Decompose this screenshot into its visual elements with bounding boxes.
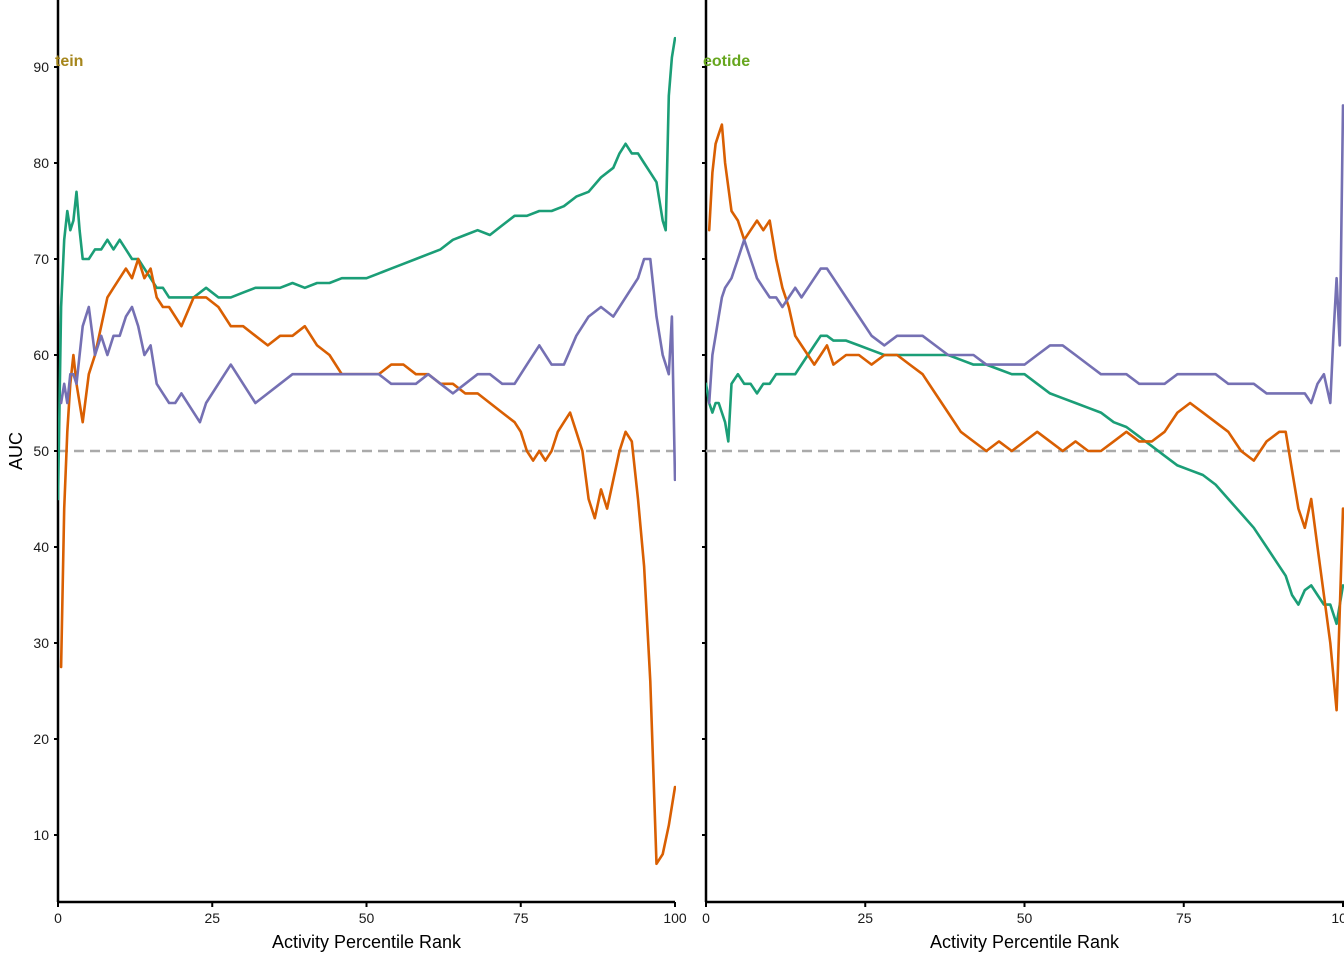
y-tick-label: 90 <box>33 59 49 75</box>
x-tick-label: 25 <box>204 910 220 926</box>
series-line-1 <box>706 334 1344 626</box>
y-tick-label: 60 <box>33 347 49 363</box>
y-tick-label: 50 <box>33 443 49 459</box>
x-tick-label: 75 <box>1176 910 1192 926</box>
series-group <box>706 104 1344 712</box>
x-tick-label: 50 <box>359 910 375 926</box>
x-tick-label: 50 <box>1017 910 1033 926</box>
x-axis-title: Activity Percentile Rank <box>930 932 1120 952</box>
x-tick-label: 100 <box>663 910 687 926</box>
x-axis-title: Activity Percentile Rank <box>272 932 462 952</box>
panel-left: 10 20 30 40 50 60 70 80 90 0 25 50 75 100 Activity Per… <box>33 0 687 952</box>
y-tick-label: 30 <box>33 635 49 651</box>
x-tick-label: 100 <box>1331 910 1344 926</box>
panel-label: tein <box>55 53 83 70</box>
x-tick-label: 0 <box>54 910 62 926</box>
x-tick-label: 75 <box>513 910 529 926</box>
y-tick-label: 70 <box>33 251 49 267</box>
series-line-3 <box>59 257 676 482</box>
panel-right: 0 25 50 75 100 Activity Percentile Rank eotide <box>702 0 1344 952</box>
y-tick-label: 20 <box>33 731 49 747</box>
y-tick-label: 10 <box>33 827 49 843</box>
series-line-2 <box>59 257 676 866</box>
series-line-2 <box>707 123 1344 712</box>
series-group <box>58 36 676 866</box>
x-tick-label: 25 <box>857 910 873 926</box>
panel-label: eotide <box>703 53 750 70</box>
y-axis-title: AUC <box>6 432 26 470</box>
y-tick-label: 80 <box>33 155 49 171</box>
series-line-1 <box>58 36 676 501</box>
x-tick-label: 0 <box>702 910 710 926</box>
series-line-3 <box>707 104 1344 405</box>
y-tick-label: 40 <box>33 539 49 555</box>
